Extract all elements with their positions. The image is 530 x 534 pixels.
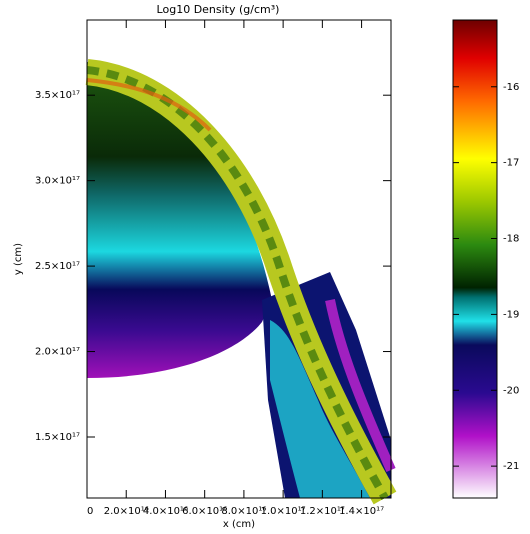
y-tick-label: 1.5×10¹⁷	[35, 432, 80, 443]
x-axis-label: x (cm)	[223, 519, 255, 530]
colorbar-tick-label: -20	[503, 385, 519, 396]
x-tick-label: 1.2×10¹⁷	[300, 506, 345, 517]
x-tick-label: 1.4×10¹⁷	[339, 506, 384, 517]
x-tick-label: 2.0×10¹⁶	[104, 506, 149, 517]
colorbar	[452, 19, 498, 499]
colorbar-tick-label: -21	[503, 461, 519, 472]
plot-frame	[86, 19, 392, 499]
y-tick-label: 2.5×10¹⁷	[35, 261, 80, 272]
colorbar-tick-label: -17	[503, 158, 519, 169]
colorbar-tick-label: -19	[503, 309, 519, 320]
x-tick-label: 6.0×10¹⁶	[182, 506, 227, 517]
chart-title: Log10 Density (g/cm³)	[157, 3, 280, 16]
colorbar-tick-label: -18	[503, 234, 519, 245]
y-tick-label: 3.0×10¹⁷	[35, 176, 80, 187]
x-tick-label: 4.0×10¹⁶	[143, 506, 188, 517]
colorbar-tick-label: -16	[503, 82, 519, 93]
x-tick-label: 0	[87, 506, 93, 517]
y-tick-label: 3.5×10¹⁷	[35, 90, 80, 101]
density-field	[85, 59, 397, 505]
y-axis-label: y (cm)	[13, 243, 24, 275]
x-tick-label: 8.0×10¹⁶	[221, 506, 266, 517]
x-tick-label: 1.0×10¹⁷	[261, 506, 306, 517]
y-tick-label: 2.0×10¹⁷	[35, 347, 80, 358]
